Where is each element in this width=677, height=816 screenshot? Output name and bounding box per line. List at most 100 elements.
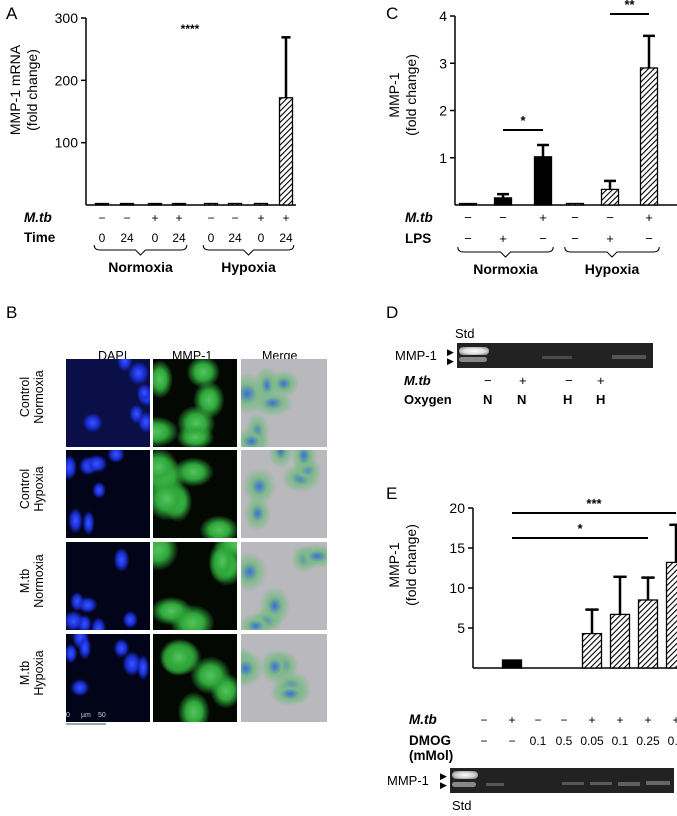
a-rowval-0-5: −: [231, 211, 238, 225]
d-arrow-2: ▶: [447, 356, 454, 366]
a-rowval-0-0: −: [98, 211, 105, 225]
e-ytick-label-3: 20: [449, 500, 465, 516]
c-rowval-1-3: −: [571, 231, 579, 246]
e-rowval-1-4: 0.05: [580, 734, 604, 748]
e-bar-1: [501, 659, 523, 669]
a-bar-7: [278, 97, 294, 206]
e-rowval-0-5: +: [616, 713, 623, 727]
e-rowval-1-5: 0.1: [612, 734, 629, 748]
e-sig-label-0: ***: [586, 496, 602, 511]
a-ylabel-1: (fold change): [24, 49, 40, 131]
c-group-0: Normoxia: [473, 261, 538, 277]
row-label-1: Control Normoxia: [18, 370, 46, 424]
micrograph-r4-mmp1: [153, 634, 237, 722]
e-rowval-1-3: 0.5: [556, 734, 573, 748]
d-gel-image: [457, 343, 653, 368]
scale-length: 50: [98, 712, 106, 719]
a-rowval-1-5: 24: [228, 231, 242, 245]
e-ytick-label-2: 15: [449, 540, 465, 556]
d-band-label: MMP-1: [395, 348, 437, 363]
d-mtb-4: +: [597, 373, 605, 388]
a-group-1: Hypoxia: [221, 259, 276, 275]
a-rowval-1-2: 0: [152, 231, 159, 245]
e-bar-6: [637, 599, 659, 669]
c-ytick-label-1: 2: [439, 103, 447, 119]
a-rowval-1-6: 0: [258, 231, 265, 245]
e-rowval-0-1: +: [508, 713, 515, 727]
row-label-4: M.tb Hypoxia: [18, 650, 46, 696]
a-ytick-label-2: 300: [55, 10, 79, 26]
panel-label-d: D: [386, 303, 399, 322]
e-std-label: Std: [452, 798, 472, 813]
d-oxy-1: N: [483, 392, 493, 407]
e-arrow-2: ▶: [440, 780, 447, 790]
c-rowval-1-4: +: [606, 231, 614, 246]
a-bar-2: [147, 202, 163, 206]
a-rowval-0-7: +: [282, 211, 289, 225]
a-ytick-label-0: 100: [55, 135, 79, 151]
e-rowname-1: DMOG: [409, 733, 451, 748]
panel-label-a: A: [6, 4, 18, 23]
e-ytick-label-0: 5: [457, 620, 465, 636]
a-rowval-1-0: 0: [99, 231, 106, 245]
a-bar-4: [203, 202, 219, 206]
c-sig-label-1: **: [624, 0, 635, 12]
micrograph-r2-dapi: [66, 450, 150, 538]
a-rowname-1: Time: [24, 230, 56, 245]
scale-bar: [66, 723, 106, 725]
e-ylabel-0: MMP-1: [386, 542, 402, 587]
c-bar-3: [565, 202, 585, 206]
a-brace-0: [93, 244, 188, 256]
d-mtb-3: −: [565, 373, 573, 388]
a-rowname-0: M.tb: [24, 210, 52, 225]
d-oxy-3: H: [563, 392, 573, 407]
panel-label-c: C: [386, 4, 399, 23]
a-ytick-label-1: 200: [55, 72, 79, 88]
micrograph-r3-mmp1: [153, 542, 237, 630]
d-arrow-1: ▶: [447, 347, 454, 357]
micrograph-r3-merge: [241, 542, 327, 630]
a-rowval-1-1: 24: [120, 231, 134, 245]
d-mtb-label: M.tb: [404, 373, 431, 388]
e-rowval-0-6: +: [644, 713, 651, 727]
c-ylabel-1: (fold change): [403, 54, 419, 136]
c-rowname-0: M.tb: [405, 210, 433, 225]
e-rowval-0-7: +: [672, 713, 677, 727]
e-sig-label-1: *: [577, 521, 583, 536]
a-brace-1: [202, 244, 295, 256]
c-brace-1: [564, 246, 660, 258]
micrograph-r4-dapi: [66, 634, 150, 722]
c-rowval-1-1: +: [499, 231, 507, 246]
c-bar-2: [533, 156, 553, 206]
c-ytick-label-3: 4: [439, 8, 447, 24]
c-sig-label-0: *: [520, 113, 526, 128]
e-bar-7: [665, 561, 677, 669]
d-oxy-2: N: [517, 392, 527, 407]
scale-unit: µm: [81, 712, 91, 719]
panel-label-e: E: [386, 484, 398, 503]
c-rowval-0-4: −: [606, 210, 614, 225]
e-rowval-0-2: −: [534, 713, 541, 727]
c-rowval-0-2: +: [539, 210, 547, 225]
e-rowval-0-4: +: [588, 713, 595, 727]
e-rowval-0-0: −: [480, 713, 487, 727]
a-rowval-0-2: +: [151, 211, 158, 225]
e-blot-image: [450, 768, 674, 793]
e-rowval-1-1: −: [508, 734, 515, 748]
micrograph-r1-mmp1: [153, 359, 237, 447]
a-rowval-0-4: −: [207, 211, 214, 225]
a-bar-0: [94, 202, 110, 206]
a-rowval-1-4: 0: [208, 231, 215, 245]
d-oxygen-label: Oxygen: [404, 392, 452, 407]
a-rowval-0-6: +: [257, 211, 264, 225]
microscopy-panel: DAPI MMP-1 Merge Control Normoxia Control…: [0, 300, 377, 740]
c-group-1: Hypoxia: [585, 261, 640, 277]
chart-a: 100 200 300 MMP-1 mRNA (fold change) M.tb − − + +…: [7, 10, 296, 275]
e-band-label: MMP-1: [387, 773, 429, 788]
c-brace-0: [457, 246, 554, 258]
micrograph-r2-mmp1: [153, 450, 237, 538]
c-ylabel-0: MMP-1: [386, 72, 402, 117]
c-bar-5: [639, 67, 659, 206]
panel-label-b: B: [6, 303, 18, 322]
e-rowname-0: M.tb: [409, 712, 437, 727]
